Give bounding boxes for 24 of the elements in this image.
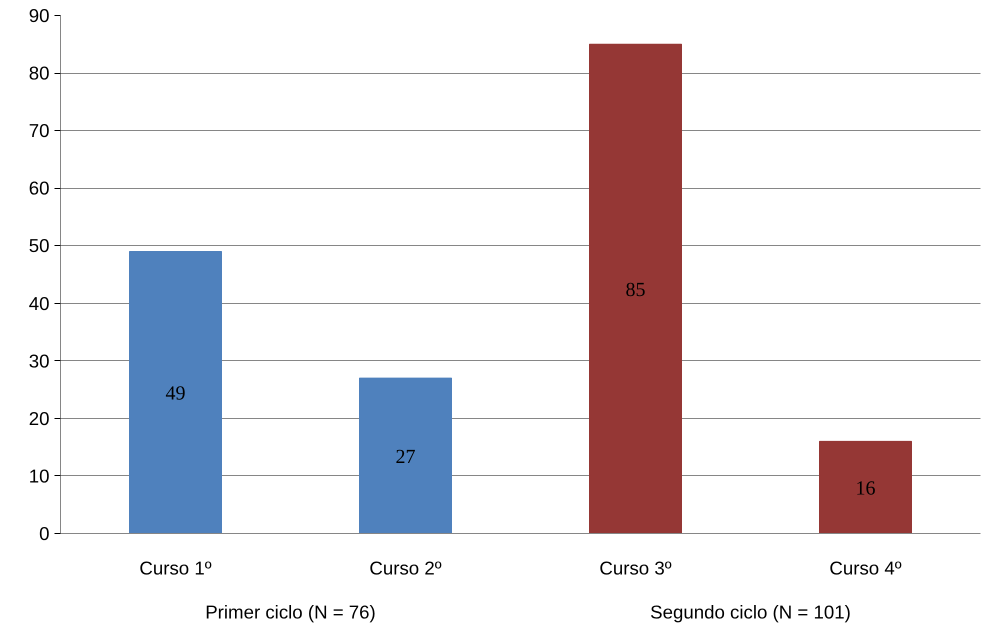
y-tick-label: 70 [28, 120, 50, 142]
y-tick-label: 40 [28, 292, 50, 314]
text: Primer ciclo (N = 76) [205, 602, 376, 622]
y-tick-label: 30 [28, 350, 50, 372]
bar [589, 44, 682, 534]
bar [359, 378, 452, 534]
bar [129, 250, 222, 534]
y-tick-label: 50 [28, 235, 50, 256]
data-label: 49 [166, 382, 186, 404]
y-tick-label: 60 [28, 178, 50, 199]
y-tick-label: 80 [28, 62, 50, 84]
data-label: 27 [396, 446, 416, 468]
text: Segundo ciclo (N = 101) [650, 602, 851, 622]
y-tick-label: 10 [28, 465, 50, 486]
data-label: 85 [626, 278, 646, 301]
y-tick-label: 90 [28, 5, 50, 26]
x-tick-label: Curso 2º [369, 558, 442, 578]
x-tick-label: Curso 4º [829, 558, 902, 578]
data-label: 16 [856, 477, 876, 500]
y-tick-label: 0 [39, 523, 50, 544]
x-tick-label: Curso 3º [599, 558, 672, 578]
y-tick-label: 20 [28, 408, 50, 429]
x-tick-label: Curso 1º [139, 558, 212, 578]
bar [819, 440, 912, 534]
